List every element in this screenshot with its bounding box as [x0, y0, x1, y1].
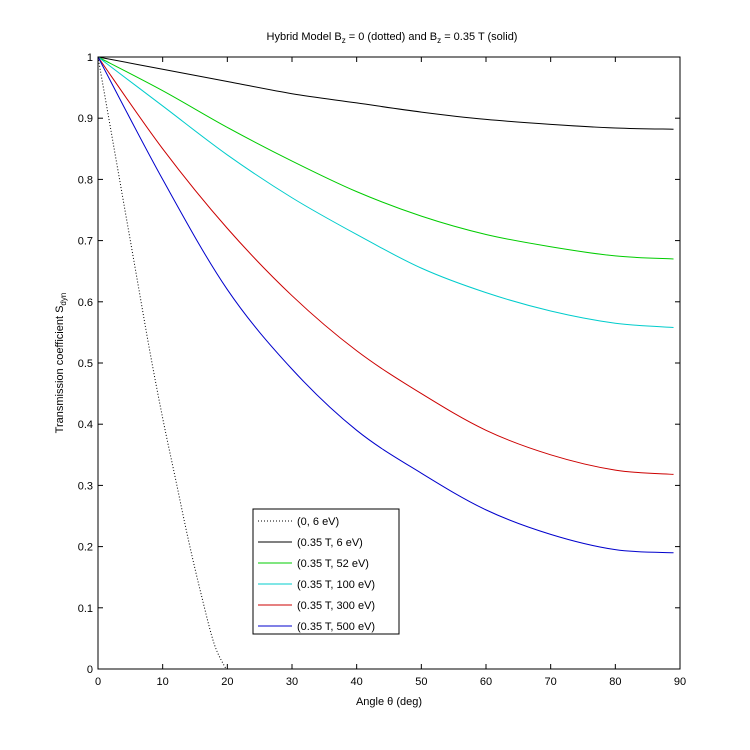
- y-tick-label: 1: [87, 52, 93, 64]
- x-tick-label: 40: [351, 676, 363, 688]
- x-tick-label: 50: [415, 676, 427, 688]
- x-axis-label: Angle θ (deg): [356, 696, 422, 708]
- legend: (0, 6 eV) (0.35 T, 6 eV) (0.35 T, 52 eV) (0…: [252, 508, 400, 635]
- x-tick-label: 0: [95, 676, 101, 688]
- series-line-1: [97, 56, 674, 130]
- series-line-4: [97, 56, 674, 475]
- legend-box: [252, 508, 400, 635]
- legend-label-1: (0.35 T, 6 eV): [297, 537, 363, 549]
- y-tick-label: 0.3: [78, 480, 93, 492]
- y-axis: 0 0.1 0.2 0.3 0.4 0.5 0.6 0.7 0.8 0.9 1: [78, 52, 680, 676]
- y-tick-label: 0.9: [78, 113, 93, 125]
- series-line-0: [97, 56, 227, 670]
- chart-title: Hybrid Model Bz = 0 (dotted) and Bz = 0.…: [267, 31, 518, 45]
- y-tick-label: 0.8: [78, 174, 93, 186]
- y-tick-label: 0.2: [78, 542, 93, 554]
- x-tick-label: 70: [545, 676, 557, 688]
- x-tick-label: 90: [674, 676, 686, 688]
- y-tick-label: 0.1: [78, 603, 93, 615]
- legend-label-3: (0.35 T, 100 eV): [297, 579, 375, 591]
- legend-label-0: (0, 6 eV): [297, 516, 339, 528]
- x-tick-label: 30: [286, 676, 298, 688]
- x-tick-label: 10: [157, 676, 169, 688]
- series-line-5: [97, 56, 674, 554]
- series-line-3: [97, 56, 674, 329]
- y-tick-label: 0.5: [78, 358, 93, 370]
- x-axis: 0 10 20 30 40 50 60 70 80 90: [95, 57, 686, 688]
- y-tick-label: 0.4: [78, 419, 93, 431]
- series-layer: [97, 56, 674, 670]
- y-tick-label: 0.7: [78, 236, 93, 248]
- x-tick-label: 20: [221, 676, 233, 688]
- legend-label-2: (0.35 T, 52 eV): [297, 558, 369, 570]
- y-tick-label: 0.6: [78, 297, 93, 309]
- y-tick-label: 0: [87, 664, 93, 676]
- legend-label-4: (0.35 T, 300 eV): [297, 600, 375, 612]
- series-line-2: [97, 56, 674, 260]
- legend-label-5: (0.35 T, 500 eV): [297, 621, 375, 633]
- y-axis-label: Transmission coefficient Sdyn: [54, 293, 68, 434]
- x-tick-label: 60: [480, 676, 492, 688]
- x-tick-label: 80: [609, 676, 621, 688]
